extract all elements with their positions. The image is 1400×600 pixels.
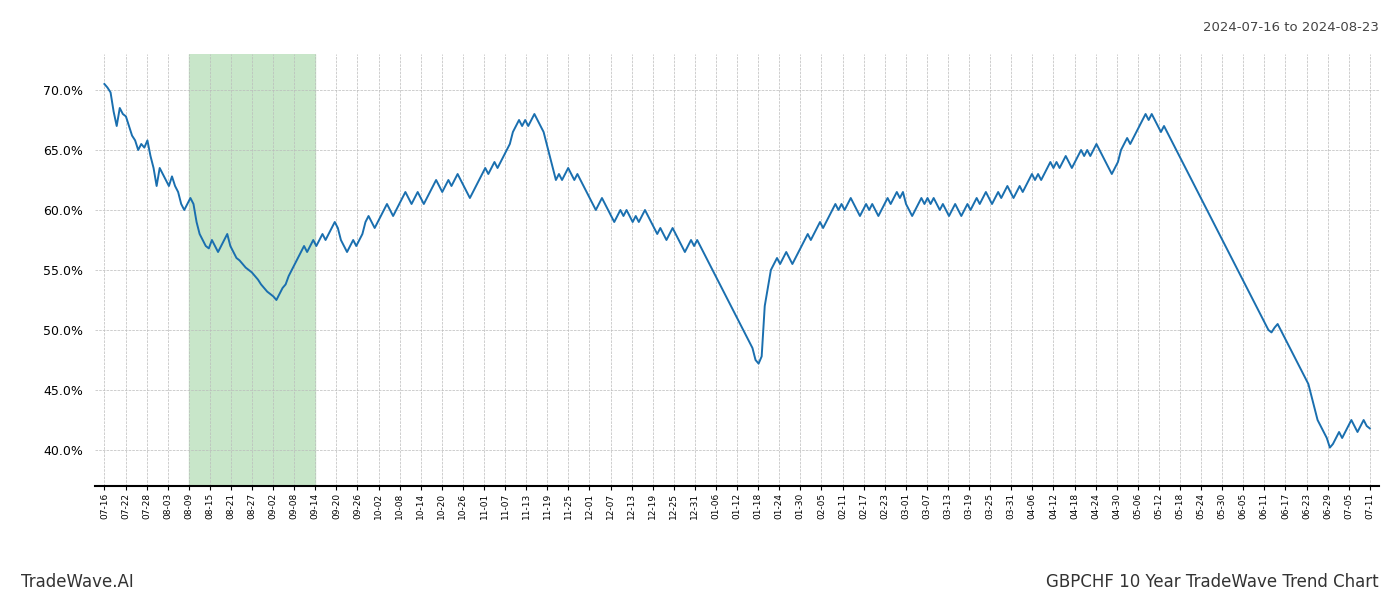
Bar <box>189 54 315 486</box>
Text: 2024-07-16 to 2024-08-23: 2024-07-16 to 2024-08-23 <box>1203 21 1379 34</box>
Text: GBPCHF 10 Year TradeWave Trend Chart: GBPCHF 10 Year TradeWave Trend Chart <box>1046 573 1379 591</box>
Text: TradeWave.AI: TradeWave.AI <box>21 573 134 591</box>
